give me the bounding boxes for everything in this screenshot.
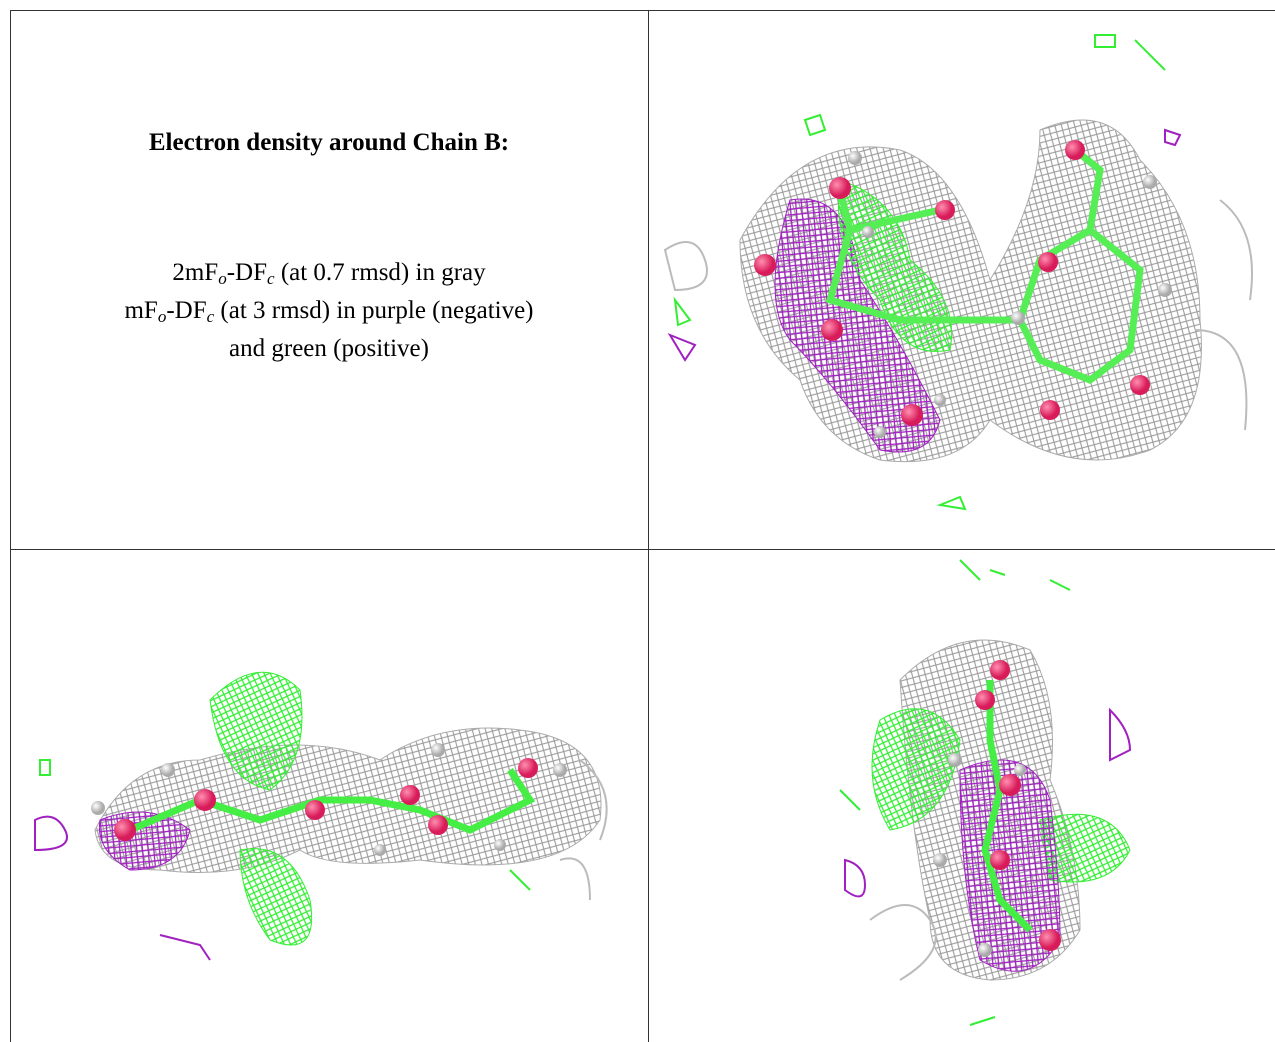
caption-text: -DF — [166, 297, 206, 324]
caption-text: (at 3 rmsd) in purple (negative) — [214, 297, 533, 324]
density-image-bottom-left — [35, 672, 607, 960]
caption-text: 2mF — [172, 259, 218, 286]
caption-line: 2mFo-DFc (at 0.7 rmsd) in gray — [11, 254, 647, 292]
caption-line: and green (positive) — [11, 330, 647, 368]
caption-text: -DF — [227, 259, 267, 286]
page: Electron density around Chain B: 2mFo-DF… — [0, 0, 1275, 1042]
caption-text: mF — [124, 297, 157, 324]
density-image-top — [665, 35, 1252, 509]
caption-cell: Electron density around Chain B: 2mFo-DF… — [11, 11, 647, 548]
subscript: c — [267, 269, 275, 288]
caption-line: mFo-DFc (at 3 rmsd) in purple (negative) — [11, 292, 647, 330]
caption-text: (at 0.7 rmsd) in gray — [275, 259, 486, 286]
caption-text: and green (positive) — [229, 335, 429, 362]
density-image-bottom-right — [840, 560, 1130, 1025]
caption-title: Electron density around Chain B: — [11, 129, 647, 157]
subscript: o — [218, 269, 227, 288]
